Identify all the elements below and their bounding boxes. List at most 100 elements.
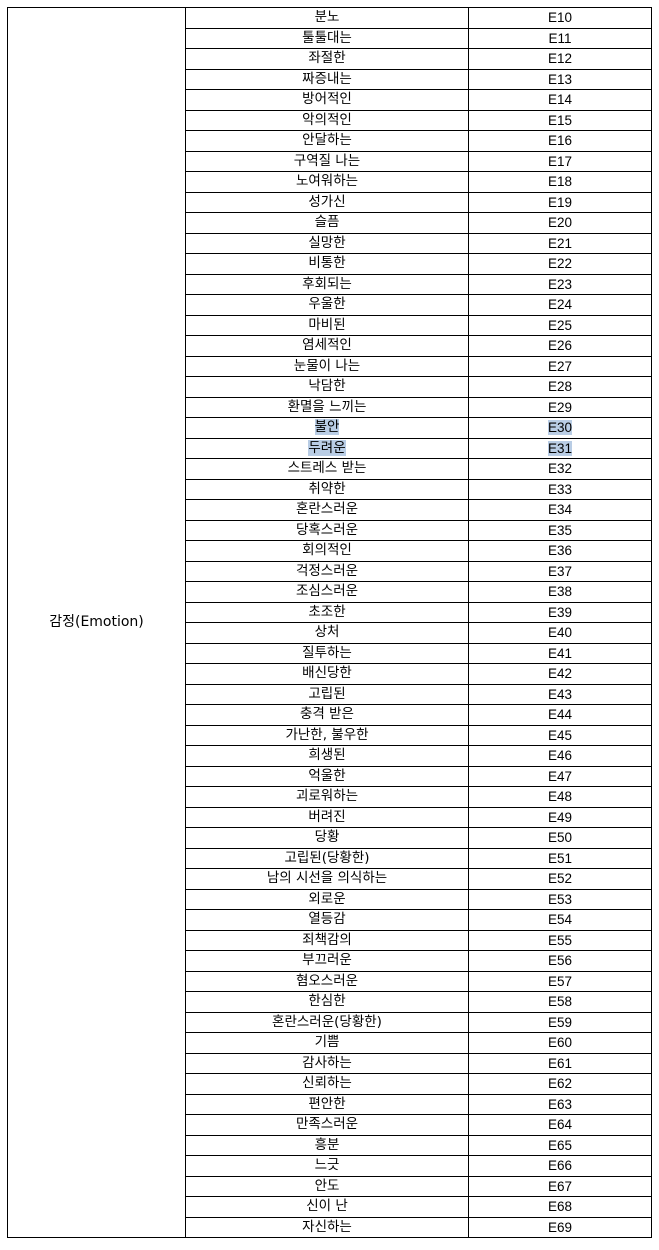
emotion-code-cell: E67 bbox=[468, 1175, 652, 1197]
emotion-name-text: 노여워하는 bbox=[295, 173, 359, 190]
emotion-name-cell: 편안한 bbox=[185, 1093, 469, 1115]
emotion-code-text: E14 bbox=[547, 92, 573, 108]
emotion-name-cell: 스트레스 받는 bbox=[185, 458, 469, 480]
category-label-cell: 감정(Emotion) bbox=[7, 7, 186, 1238]
emotion-code-text: E51 bbox=[547, 850, 573, 866]
emotion-name-text: 버려진 bbox=[308, 808, 346, 825]
emotion-name-text: 방어적인 bbox=[302, 91, 352, 108]
emotion-name-cell: 신이 난 bbox=[185, 1196, 469, 1218]
emotion-name-cell: 염세적인 bbox=[185, 335, 469, 357]
table-row: 낙담한 E28 bbox=[8, 376, 652, 398]
table-row: 자신하는 E69 bbox=[8, 1216, 652, 1238]
emotion-code-text: E24 bbox=[547, 297, 573, 313]
table-row: 실망한 E21 bbox=[8, 232, 652, 254]
emotion-code-text: E59 bbox=[547, 1014, 573, 1030]
emotion-name-cell: 외로운 bbox=[185, 888, 469, 910]
emotion-name-cell: 두려운 bbox=[185, 437, 469, 459]
emotion-code-text: E45 bbox=[547, 727, 573, 743]
emotion-name-cell: 배신당한 bbox=[185, 663, 469, 685]
emotion-name-cell: 초조한 bbox=[185, 601, 469, 623]
emotion-code-cell: E66 bbox=[468, 1155, 652, 1177]
emotion-name-cell: 분노 bbox=[185, 7, 469, 29]
emotion-name-cell: 성가신 bbox=[185, 191, 469, 213]
emotion-name-cell: 희생된 bbox=[185, 745, 469, 767]
emotion-name-text: 악의적인 bbox=[302, 111, 352, 128]
emotion-code-cell: E51 bbox=[468, 847, 652, 869]
emotion-name-text: 만족스러운 bbox=[295, 1116, 359, 1133]
table-row: 조심스러운 E38 bbox=[8, 581, 652, 603]
emotion-code-cell: E42 bbox=[468, 663, 652, 685]
emotion-name-text: 두려운 bbox=[308, 439, 346, 456]
emotion-name-cell: 혐오스러운 bbox=[185, 970, 469, 992]
emotion-code-text: E10 bbox=[547, 10, 573, 26]
emotion-code-cell: E37 bbox=[468, 560, 652, 582]
table-row: 걱정스러운 E37 bbox=[8, 560, 652, 582]
table-row: 악의적인 E15 bbox=[8, 109, 652, 131]
emotion-name-cell: 노여워하는 bbox=[185, 171, 469, 193]
emotion-code-text: E25 bbox=[547, 317, 573, 333]
table-row: 당황 E50 bbox=[8, 827, 652, 849]
emotion-code-text: E56 bbox=[547, 953, 573, 969]
emotion-code-cell: E47 bbox=[468, 765, 652, 787]
emotion-code-text: E18 bbox=[547, 174, 573, 190]
emotion-name-cell: 상처 bbox=[185, 622, 469, 644]
emotion-code-cell: E20 bbox=[468, 212, 652, 234]
table-row: 고립된 E43 bbox=[8, 683, 652, 705]
emotion-name-text: 조심스러운 bbox=[295, 583, 359, 600]
emotion-code-cell: E16 bbox=[468, 130, 652, 152]
table-row: 상처 E40 bbox=[8, 622, 652, 644]
emotion-name-text: 마비된 bbox=[308, 316, 346, 333]
emotion-name-cell: 구역질 나는 bbox=[185, 150, 469, 172]
emotion-code-cell: E60 bbox=[468, 1032, 652, 1054]
emotion-name-cell: 불안 bbox=[185, 417, 469, 439]
table-row: 죄책감의 E55 bbox=[8, 929, 652, 951]
emotion-name-cell: 고립된 bbox=[185, 683, 469, 705]
table-row: 노여워하는 E18 bbox=[8, 171, 652, 193]
emotion-code-text: E49 bbox=[547, 809, 573, 825]
emotion-code-text: E58 bbox=[547, 994, 573, 1010]
emotion-name-cell: 혼란스러운(당황한) bbox=[185, 1011, 469, 1033]
emotion-name-text: 불안 bbox=[314, 419, 340, 436]
emotion-name-cell: 환멸을 느끼는 bbox=[185, 396, 469, 418]
table-row: 슬픔 E20 bbox=[8, 212, 652, 234]
emotion-name-text: 희생된 bbox=[308, 747, 346, 764]
emotion-name-text: 흥분 bbox=[314, 1136, 340, 1153]
emotion-name-text: 좌절한 bbox=[308, 50, 346, 67]
emotion-name-text: 분노 bbox=[314, 9, 340, 26]
emotion-name-text: 한심한 bbox=[308, 993, 346, 1010]
emotion-code-cell: E32 bbox=[468, 458, 652, 480]
emotion-code-cell: E24 bbox=[468, 294, 652, 316]
emotion-code-cell: E53 bbox=[468, 888, 652, 910]
emotion-name-cell: 눈물이 나는 bbox=[185, 355, 469, 377]
emotion-code-cell: E41 bbox=[468, 642, 652, 664]
emotion-code-text: E30 bbox=[547, 420, 573, 436]
emotion-name-cell: 비통한 bbox=[185, 253, 469, 275]
emotion-name-cell: 당황 bbox=[185, 827, 469, 849]
emotion-name-cell: 실망한 bbox=[185, 232, 469, 254]
emotion-code-cell: E14 bbox=[468, 89, 652, 111]
emotion-code-cell: E22 bbox=[468, 253, 652, 275]
emotion-name-text: 남의 시선을 의식하는 bbox=[266, 870, 388, 887]
emotion-name-text: 고립된 bbox=[308, 685, 346, 702]
emotion-name-cell: 안도 bbox=[185, 1175, 469, 1197]
emotion-name-text: 실망한 bbox=[308, 234, 346, 251]
emotion-name-cell: 가난한, 불우한 bbox=[185, 724, 469, 746]
table-row: 취약한 E33 bbox=[8, 478, 652, 500]
emotion-code-text: E36 bbox=[547, 543, 573, 559]
emotion-code-text: E27 bbox=[547, 358, 573, 374]
emotion-name-cell: 회의적인 bbox=[185, 540, 469, 562]
emotion-name-cell: 죄책감의 bbox=[185, 929, 469, 951]
emotion-name-text: 억울한 bbox=[308, 767, 346, 784]
emotion-name-text: 고립된(당황한) bbox=[284, 849, 370, 866]
emotion-code-cell: E17 bbox=[468, 150, 652, 172]
emotion-code-text: E11 bbox=[548, 30, 572, 46]
emotion-name-cell: 신뢰하는 bbox=[185, 1073, 469, 1095]
emotion-code-text: E63 bbox=[547, 1096, 573, 1112]
emotion-code-text: E53 bbox=[547, 891, 573, 907]
emotion-code-cell: E58 bbox=[468, 991, 652, 1013]
emotion-code-text: E65 bbox=[547, 1137, 573, 1153]
table-row: 성가신 E19 bbox=[8, 191, 652, 213]
emotion-code-cell: E55 bbox=[468, 929, 652, 951]
emotion-code-cell: E43 bbox=[468, 683, 652, 705]
table-row: 남의 시선을 의식하는 E52 bbox=[8, 868, 652, 890]
